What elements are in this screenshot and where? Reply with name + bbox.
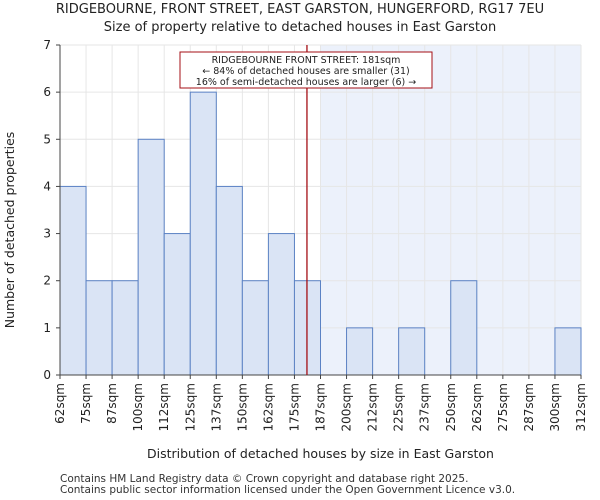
histogram-bar	[59, 185, 87, 376]
x-tick-label: 237sqm	[418, 383, 432, 431]
x-tick-label: 312sqm	[574, 383, 588, 431]
annotation-larger: 16% of semi-detached houses are larger (…	[196, 77, 416, 88]
histogram-bar	[554, 327, 582, 376]
x-axis-label: Distribution of detached houses by size …	[147, 446, 494, 461]
x-tick-label: 212sqm	[366, 383, 380, 431]
chart-subtitle: Size of property relative to detached ho…	[103, 20, 497, 35]
x-tick-label: 187sqm	[314, 383, 328, 431]
histogram-bar	[450, 280, 478, 376]
annotation-smaller: ← 84% of detached houses are smaller (31…	[202, 66, 409, 77]
x-tick-label: 200sqm	[340, 383, 354, 431]
y-tick-label: 7	[43, 38, 51, 52]
histogram-bar	[215, 185, 243, 376]
histogram-bar	[111, 280, 139, 376]
x-tick-label: 150sqm	[235, 383, 249, 431]
y-tick-label: 3	[43, 227, 51, 241]
annotation-box	[179, 51, 433, 89]
x-tick-label: 75sqm	[79, 383, 93, 424]
footer-licence: Contains public sector information licen…	[60, 484, 516, 496]
histogram-bar	[137, 138, 165, 376]
x-tick-label: 137sqm	[209, 383, 223, 431]
annotation-title: RIDGEBOURNE FRONT STREET: 181sqm	[212, 55, 401, 66]
x-tick-label: 225sqm	[392, 383, 406, 431]
x-tick-label: 287sqm	[522, 383, 536, 431]
y-tick-label: 0	[43, 368, 51, 382]
x-tick-label: 112sqm	[157, 383, 171, 431]
x-tick-label: 125sqm	[183, 383, 197, 431]
x-tick-label: 262sqm	[470, 383, 484, 431]
x-tick-label: 250sqm	[444, 383, 458, 431]
y-tick-label: 1	[43, 321, 51, 335]
chart-title: RIDGEBOURNE, FRONT STREET, EAST GARSTON,…	[55, 2, 545, 17]
y-tick-label: 2	[43, 274, 51, 288]
x-tick-label: 87sqm	[105, 383, 119, 424]
histogram-bar	[241, 280, 269, 376]
y-tick-label: 4	[43, 179, 51, 193]
x-tick-label: 62sqm	[53, 383, 67, 424]
histogram-bar	[346, 327, 374, 376]
footer-copyright: Contains HM Land Registry data © Crown c…	[60, 473, 469, 485]
x-tick-label: 100sqm	[131, 383, 145, 431]
histogram-bar	[398, 327, 426, 376]
x-tick-label: 300sqm	[548, 383, 562, 431]
y-tick-label: 5	[43, 132, 51, 146]
y-tick-label: 6	[43, 85, 51, 99]
x-tick-label: 275sqm	[496, 383, 510, 431]
histogram-bar	[267, 233, 295, 376]
x-tick-label: 175sqm	[287, 383, 301, 431]
histogram-bar	[189, 91, 217, 376]
histogram-bar	[85, 280, 113, 376]
histogram-bar	[163, 233, 191, 376]
x-tick-label: 162sqm	[261, 383, 275, 431]
y-axis-label: Number of detached properties	[2, 132, 17, 329]
